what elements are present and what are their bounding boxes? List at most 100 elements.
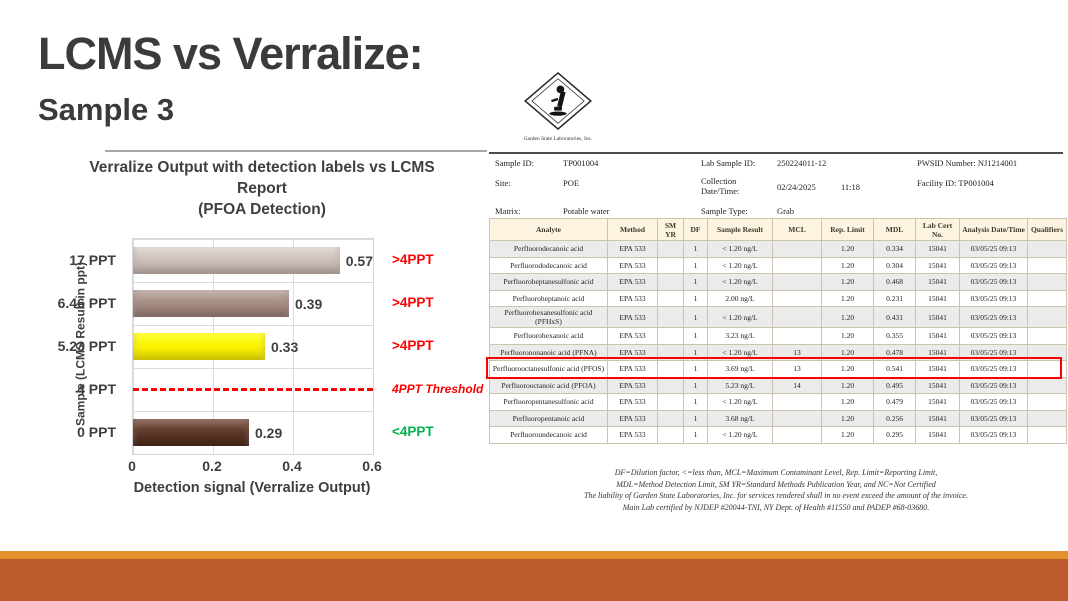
table-cell: 1.20 bbox=[821, 343, 874, 361]
table-cell: 15041 bbox=[915, 289, 960, 307]
table-cell: 03/05/25 09:13 bbox=[959, 376, 1028, 394]
bar-row bbox=[133, 368, 373, 411]
table-cell bbox=[772, 426, 822, 444]
bottom-main-band bbox=[0, 559, 1068, 601]
table-cell bbox=[1027, 240, 1067, 258]
table-row: Perfluorododecanoic acid EPA 533 1 < 1.20 n… bbox=[489, 256, 1067, 274]
table-cell bbox=[772, 409, 822, 427]
bar-row: 0.33 bbox=[133, 325, 373, 368]
table-cell: 03/05/25 09:13 bbox=[959, 306, 1028, 328]
field-label: Sample Type: bbox=[701, 206, 748, 216]
table-header-cell: Analyte bbox=[489, 218, 608, 241]
table-cell bbox=[657, 376, 684, 394]
table-cell bbox=[657, 409, 684, 427]
table-header-cell: SM YR bbox=[657, 218, 684, 241]
table-cell: 1.20 bbox=[821, 289, 874, 307]
table-cell: 03/05/25 09:13 bbox=[959, 273, 1028, 291]
table-cell bbox=[1027, 360, 1067, 378]
table-cell bbox=[1027, 393, 1067, 411]
table-header-cell: MDL bbox=[873, 218, 916, 241]
table-cell: 3.23 ng/L bbox=[707, 327, 773, 345]
table-cell: 0.541 bbox=[873, 360, 916, 378]
table-cell: 15041 bbox=[915, 306, 960, 328]
results-table-head: Analyte Method SM YR DF Sample Result MCL Rep.… bbox=[489, 218, 1067, 241]
table-cell: Perfluorohexanesulfonic acid (PFHxS) bbox=[489, 306, 608, 328]
bar-value-label: 0.39 bbox=[295, 295, 323, 312]
plot-area: 0.57 0.39 0.33 0.29 bbox=[132, 238, 374, 455]
table-cell: 0.334 bbox=[873, 240, 916, 258]
bar-row: 0.39 bbox=[133, 282, 373, 325]
table-cell: EPA 533 bbox=[607, 327, 658, 345]
table-cell: 1 bbox=[683, 240, 708, 258]
table-header-cell: Method bbox=[607, 218, 658, 241]
table-cell: 1.20 bbox=[821, 376, 874, 394]
table-cell: < 1.20 ng/L bbox=[707, 273, 773, 291]
table-cell: 0.355 bbox=[873, 327, 916, 345]
annotation-label: 4PPT Threshold bbox=[392, 381, 484, 396]
table-cell: EPA 533 bbox=[607, 343, 658, 361]
table-cell: Perfluoroundecanoic acid bbox=[489, 426, 608, 444]
table-cell bbox=[657, 393, 684, 411]
table-cell: 03/05/25 09:13 bbox=[959, 360, 1028, 378]
table-cell: EPA 533 bbox=[607, 256, 658, 274]
category-label: 0 PPT bbox=[77, 423, 116, 440]
table-cell: 15041 bbox=[915, 393, 960, 411]
results-table: Analyte Method SM YR DF Sample Result MCL Rep.… bbox=[489, 218, 1067, 444]
table-header-cell: Rep. Limit bbox=[821, 218, 874, 241]
table-cell: 15041 bbox=[915, 273, 960, 291]
table-header-cell: Sample Result bbox=[707, 218, 773, 241]
table-cell bbox=[657, 426, 684, 444]
table-row: Perfluorohexanesulfonic acid (PFHxS) EPA … bbox=[489, 306, 1067, 328]
table-cell: 1 bbox=[683, 409, 708, 427]
bar-row: 0.29 bbox=[133, 411, 373, 454]
bar-chart: Verralize Output with detection labels v… bbox=[36, 156, 488, 506]
table-row: Perfluorodecanoic acid EPA 533 1 < 1.20 ng/… bbox=[489, 240, 1067, 258]
footnote-line: DF=Dilution factor, <=less than, MCL=Max… bbox=[614, 468, 938, 477]
table-header-cell: DF bbox=[683, 218, 708, 241]
table-cell bbox=[1027, 343, 1067, 361]
table-cell: Perfluoroheptanoic acid bbox=[489, 289, 608, 307]
table-row: Perfluoropentanesulfonic acid EPA 533 1 < 1… bbox=[489, 393, 1067, 411]
table-cell: 03/05/25 09:13 bbox=[959, 256, 1028, 274]
table-cell bbox=[772, 327, 822, 345]
table-cell bbox=[1027, 327, 1067, 345]
table-cell: 0.295 bbox=[873, 426, 916, 444]
table-cell: Perfluorohexanoic acid bbox=[489, 327, 608, 345]
table-cell: < 1.20 ng/L bbox=[707, 306, 773, 328]
table-cell bbox=[772, 289, 822, 307]
slide-title: LCMS vs Verralize: bbox=[38, 28, 424, 79]
bar-row: 0.57 bbox=[133, 239, 373, 282]
table-cell: Perfluorooctanesulfonic acid (PFOS) bbox=[489, 360, 608, 378]
table-cell: 2.00 ng/L bbox=[707, 289, 773, 307]
table-cell bbox=[1027, 376, 1067, 394]
field-value: 250224011-12 bbox=[777, 158, 827, 168]
category-label: 4 PPT bbox=[77, 380, 116, 397]
chart-title-line1: Verralize Output with detection labels v… bbox=[89, 159, 435, 176]
field-value: 02/24/2025 bbox=[777, 182, 816, 192]
table-cell: 5.23 ng/L bbox=[707, 376, 773, 394]
annotation-label: >4PPT bbox=[392, 252, 434, 267]
table-cell: 13 bbox=[772, 343, 822, 361]
table-cell: 1.20 bbox=[821, 240, 874, 258]
table-cell: 1.20 bbox=[821, 409, 874, 427]
table-cell bbox=[772, 240, 822, 258]
table-cell: 1.20 bbox=[821, 393, 874, 411]
table-cell: 1 bbox=[683, 273, 708, 291]
table-header-row: Analyte Method SM YR DF Sample Result MCL Rep.… bbox=[489, 218, 1067, 241]
footnote-line: MDL=Method Detection Limit, SM YR=Standa… bbox=[616, 479, 936, 489]
table-cell: < 1.20 ng/L bbox=[707, 426, 773, 444]
chart-title: Verralize Output with detection labels v… bbox=[36, 158, 488, 221]
table-cell bbox=[772, 273, 822, 291]
table-cell bbox=[657, 360, 684, 378]
table-cell bbox=[1027, 273, 1067, 291]
table-cell bbox=[657, 289, 684, 307]
table-cell bbox=[657, 327, 684, 345]
table-cell bbox=[1027, 426, 1067, 444]
table-cell: 0.495 bbox=[873, 376, 916, 394]
annotation-label: <4PPT bbox=[392, 424, 434, 439]
table-cell: 3.69 ng/L bbox=[707, 360, 773, 378]
table-cell: 0.468 bbox=[873, 273, 916, 291]
table-cell: EPA 533 bbox=[607, 393, 658, 411]
table-cell: 03/05/25 09:13 bbox=[959, 426, 1028, 444]
field-label: Collection Date/Time: bbox=[701, 176, 740, 197]
